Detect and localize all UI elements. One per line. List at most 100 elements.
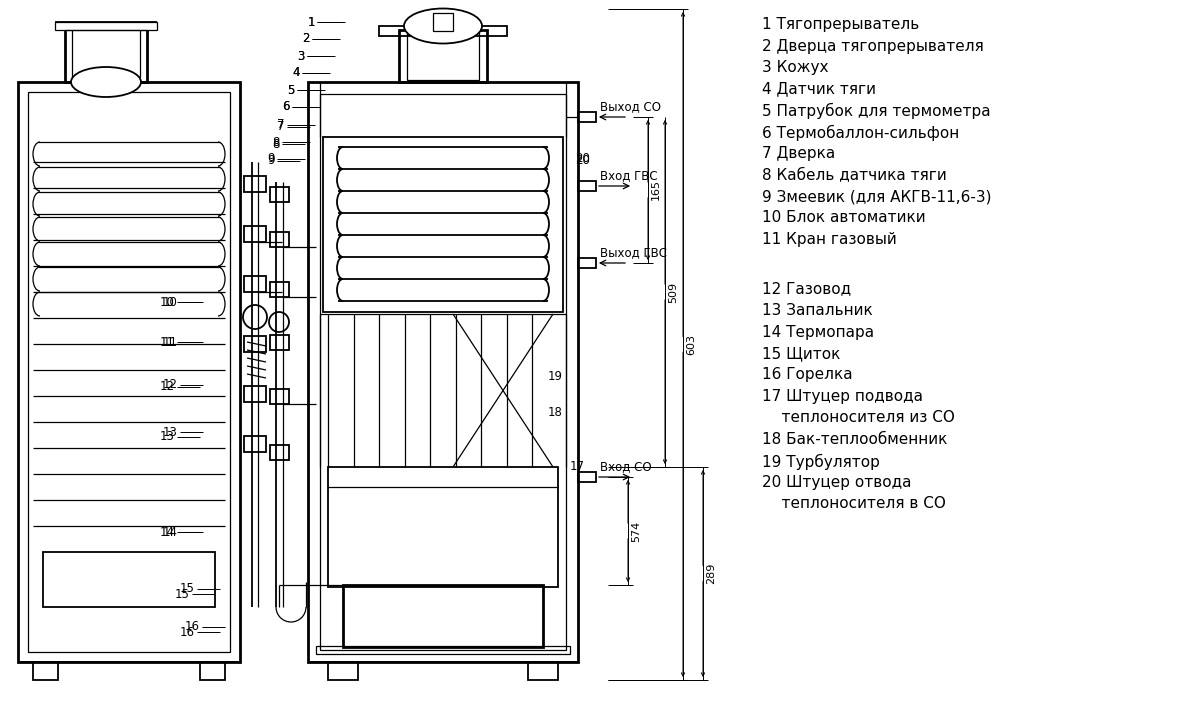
Bar <box>328 467 558 587</box>
Ellipse shape <box>71 67 141 97</box>
Text: 6: 6 <box>283 100 290 113</box>
Bar <box>323 137 564 312</box>
Text: 603: 603 <box>686 334 696 355</box>
Text: 7: 7 <box>277 120 285 133</box>
Bar <box>65 24 147 82</box>
Text: 8: 8 <box>272 138 279 151</box>
Text: 2 Дверца тягопрерывателя: 2 Дверца тягопрерывателя <box>762 39 984 54</box>
Text: 13 Запальник: 13 Запальник <box>762 303 873 318</box>
Text: 11 Кран газовый: 11 Кран газовый <box>762 232 896 247</box>
Text: 15: 15 <box>175 587 189 601</box>
Text: 8: 8 <box>272 136 279 148</box>
Text: 3: 3 <box>297 49 305 62</box>
Text: 10 Блок автоматики: 10 Блок автоматики <box>762 211 926 226</box>
Text: 16: 16 <box>185 620 200 634</box>
Bar <box>328 662 358 680</box>
Text: 20: 20 <box>575 153 590 166</box>
Circle shape <box>243 305 268 329</box>
Text: теплоносителя из СО: теплоносителя из СО <box>762 411 954 425</box>
Text: 14: 14 <box>163 526 178 538</box>
Text: 165: 165 <box>651 179 661 201</box>
Bar <box>244 436 266 452</box>
Text: 9: 9 <box>268 154 275 168</box>
Bar <box>244 386 266 402</box>
Text: 509: 509 <box>668 282 678 303</box>
Bar <box>200 662 225 680</box>
Text: 15 Щиток: 15 Щиток <box>762 346 841 361</box>
Text: 7 Дверка: 7 Дверка <box>762 146 835 161</box>
Text: 15: 15 <box>180 582 195 596</box>
Bar <box>308 82 578 662</box>
Text: Выход СО: Выход СО <box>600 100 661 113</box>
Bar <box>270 232 289 247</box>
Text: 1 Тягопрерыватель: 1 Тягопрерыватель <box>762 17 919 32</box>
Text: 4 Датчик тяги: 4 Датчик тяги <box>762 82 876 97</box>
Text: 18: 18 <box>548 406 562 419</box>
Bar <box>28 92 230 652</box>
Text: 3 Кожух: 3 Кожух <box>762 60 829 75</box>
Text: 10: 10 <box>163 295 178 308</box>
Bar <box>528 662 558 680</box>
Text: 6: 6 <box>283 100 290 113</box>
Ellipse shape <box>404 9 482 44</box>
Bar <box>270 389 289 404</box>
Bar <box>379 26 507 36</box>
Text: 13: 13 <box>160 430 175 444</box>
Text: 1: 1 <box>308 16 315 29</box>
Text: 16: 16 <box>180 625 195 639</box>
Bar <box>407 30 480 80</box>
Bar <box>43 552 215 607</box>
Text: Вход СО: Вход СО <box>600 460 651 473</box>
Text: 4: 4 <box>292 67 300 80</box>
Bar <box>578 112 596 122</box>
Text: 8 Кабель датчика тяги: 8 Кабель датчика тяги <box>762 168 947 183</box>
Text: 17: 17 <box>570 460 585 473</box>
Text: 14: 14 <box>160 526 175 538</box>
Text: 5 Патрубок для термометра: 5 Патрубок для термометра <box>762 103 991 119</box>
Bar <box>18 82 240 662</box>
Bar <box>270 445 289 460</box>
Text: 3: 3 <box>297 49 305 62</box>
Text: 19 Турбулятор: 19 Турбулятор <box>762 453 880 470</box>
Text: 9: 9 <box>268 153 275 166</box>
Text: 20: 20 <box>575 153 590 166</box>
Bar <box>343 585 543 647</box>
Bar <box>270 187 289 202</box>
Bar <box>244 336 266 352</box>
Text: 2: 2 <box>302 32 310 45</box>
Text: 289: 289 <box>706 563 716 584</box>
Bar <box>244 226 266 242</box>
Text: 4: 4 <box>292 67 300 80</box>
Text: 13: 13 <box>163 425 178 439</box>
Bar <box>270 335 289 350</box>
Bar <box>578 472 596 482</box>
Bar <box>578 258 596 268</box>
Text: 14 Термопара: 14 Термопара <box>762 325 874 340</box>
Bar <box>244 176 266 192</box>
Text: 16 Горелка: 16 Горелка <box>762 368 852 382</box>
Bar <box>244 276 266 292</box>
Bar <box>433 13 453 31</box>
Text: 7: 7 <box>277 118 285 131</box>
Text: 2: 2 <box>302 32 310 45</box>
Bar <box>54 22 157 30</box>
Text: 12: 12 <box>160 381 175 394</box>
Circle shape <box>269 312 289 332</box>
Text: 6 Термобаллон-сильфон: 6 Термобаллон-сильфон <box>762 125 959 141</box>
Text: Выход ГВС: Выход ГВС <box>600 246 667 259</box>
Text: 12: 12 <box>163 379 178 391</box>
Bar <box>578 181 596 191</box>
Text: Вход ГВС: Вход ГВС <box>600 169 657 182</box>
Text: 19: 19 <box>548 371 564 384</box>
Text: 11: 11 <box>160 336 175 348</box>
Text: 5: 5 <box>288 83 295 97</box>
Bar <box>399 30 487 82</box>
Text: 17 Штуцер подвода: 17 Штуцер подвода <box>762 389 924 404</box>
Bar <box>316 646 570 654</box>
Text: 10: 10 <box>160 295 175 308</box>
Text: 20 Штуцер отвода: 20 Штуцер отвода <box>762 475 912 490</box>
Text: 11: 11 <box>163 336 178 348</box>
Text: 12 Газовод: 12 Газовод <box>762 282 851 297</box>
Bar <box>270 282 289 297</box>
Text: 5: 5 <box>288 83 295 97</box>
